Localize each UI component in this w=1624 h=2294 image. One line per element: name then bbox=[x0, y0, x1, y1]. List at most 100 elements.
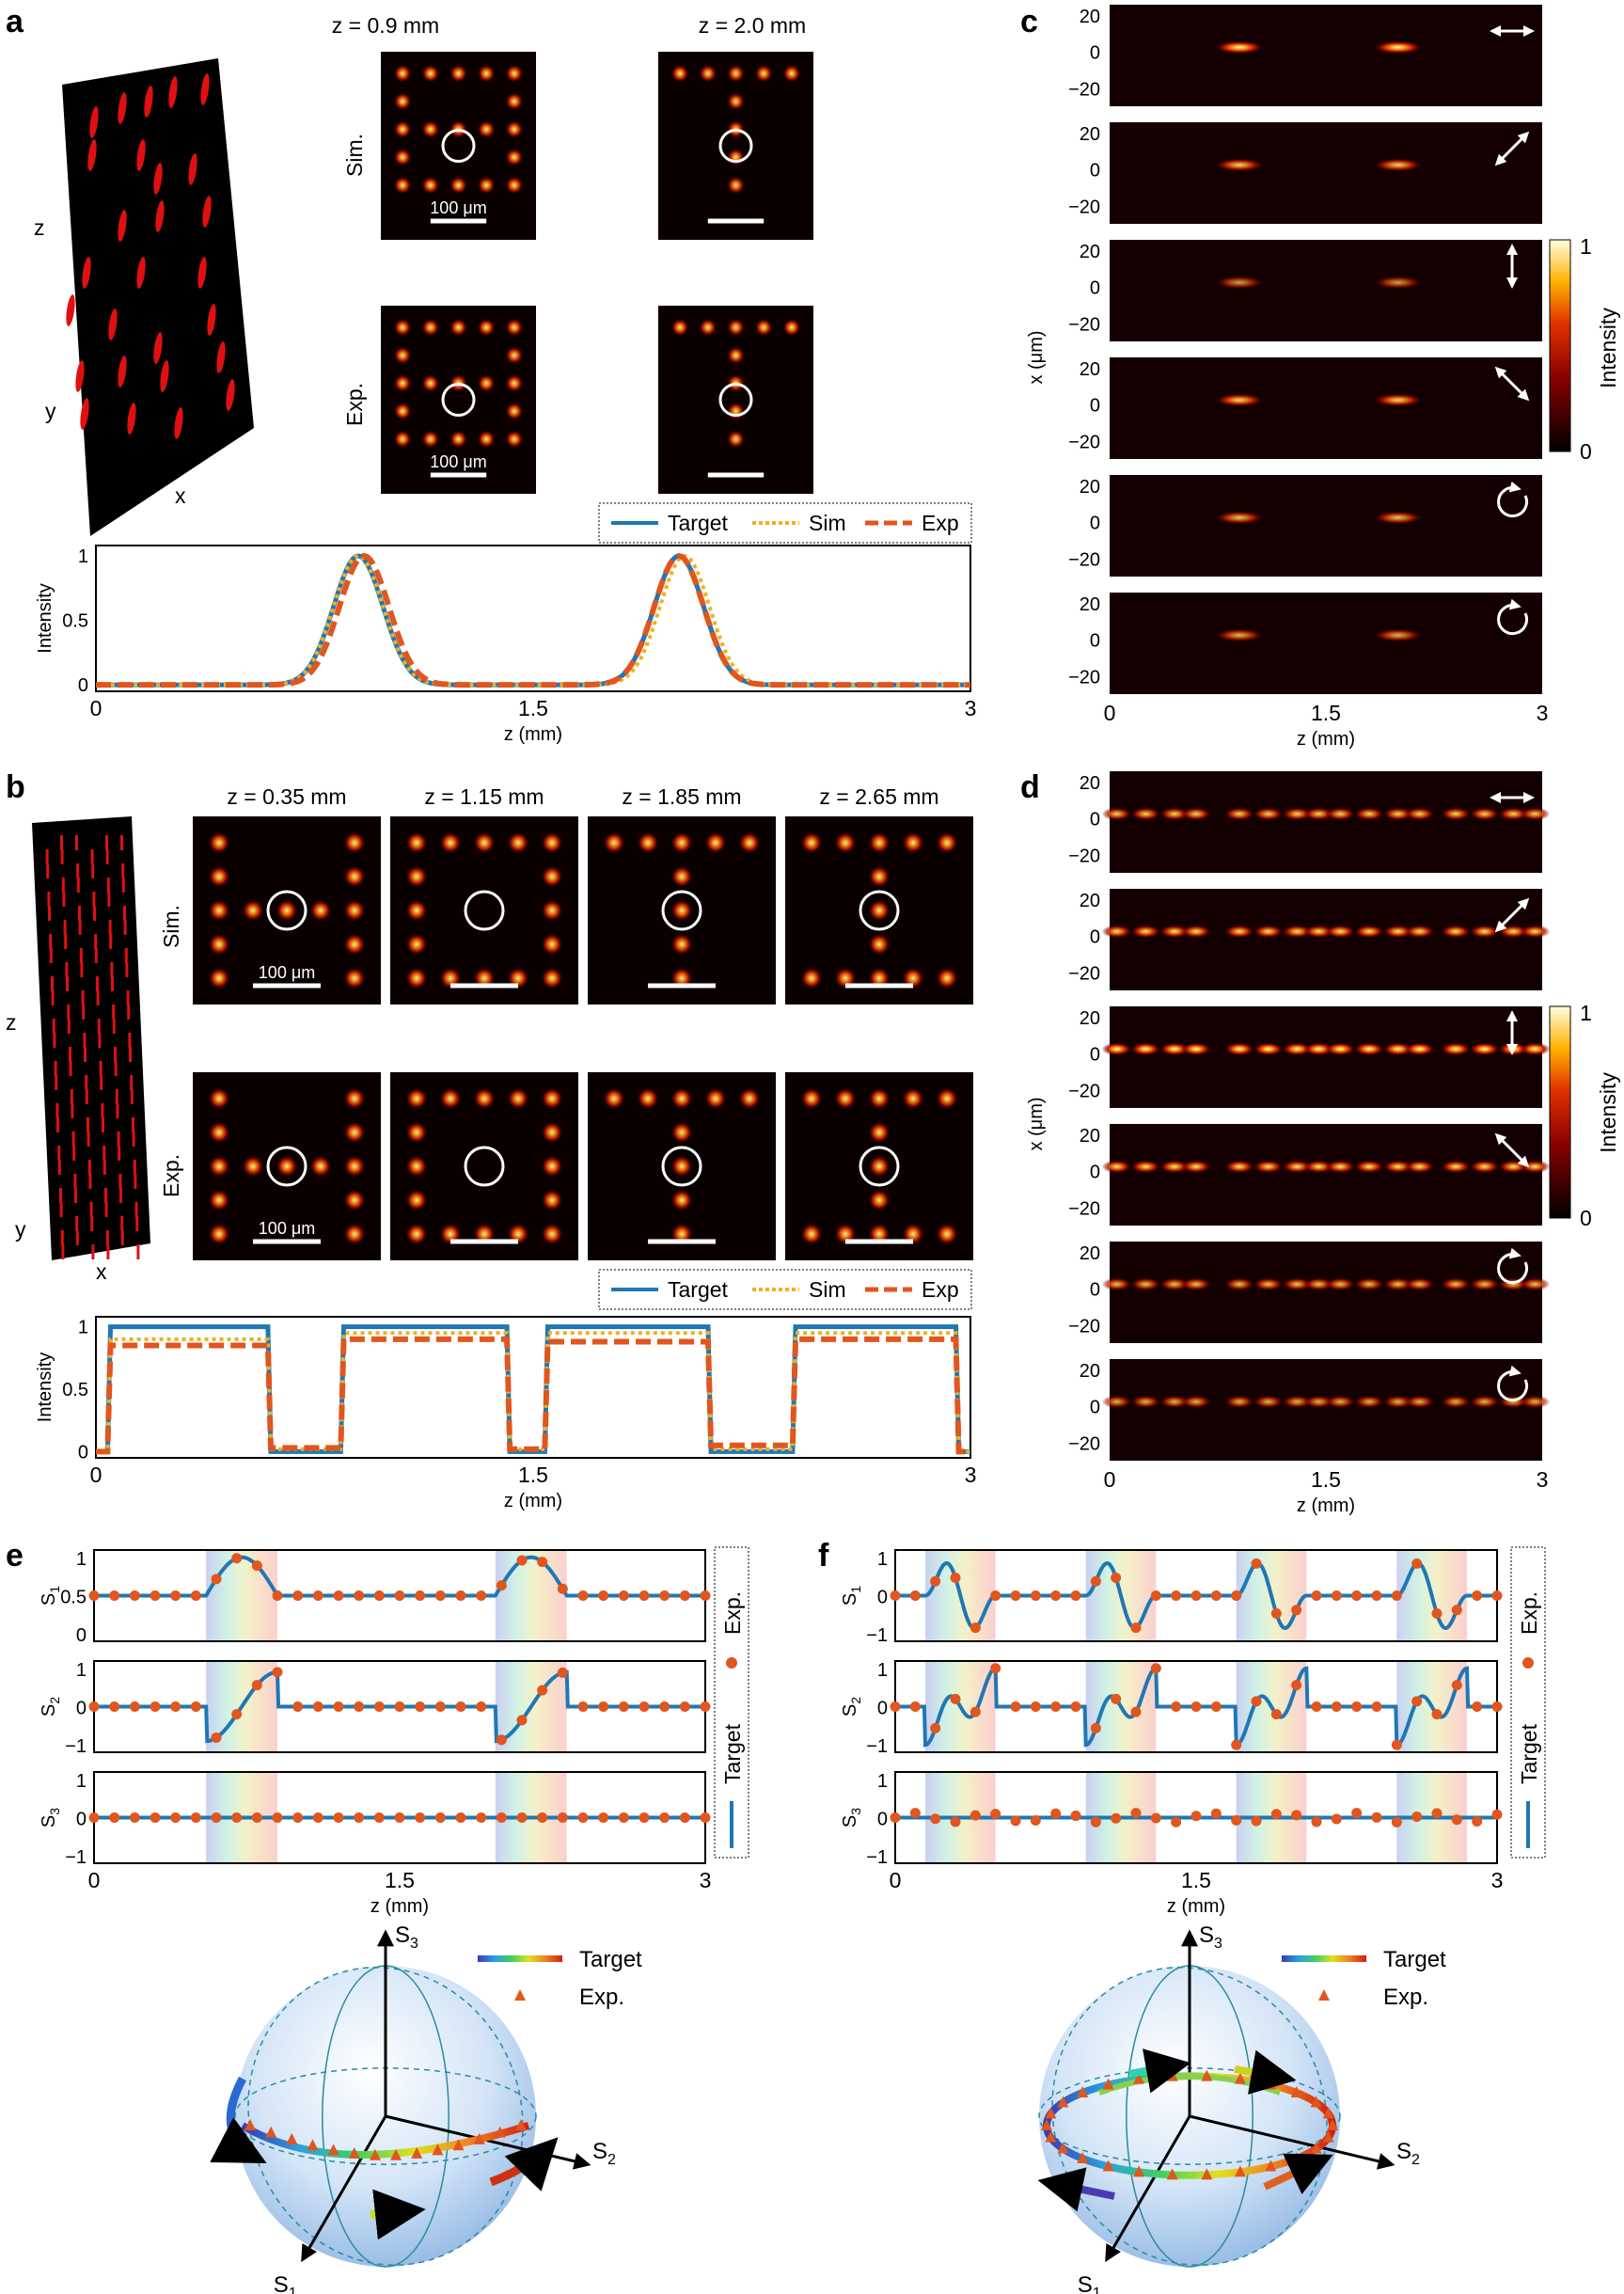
focal-spot bbox=[505, 176, 524, 195]
heatmap-spot bbox=[1181, 1395, 1211, 1409]
focal-spot bbox=[405, 831, 428, 854]
exp-point bbox=[1210, 1701, 1222, 1712]
exp-point bbox=[990, 1809, 1001, 1820]
exp-marker bbox=[1322, 2130, 1334, 2143]
volume-mark-b bbox=[70, 1089, 73, 1104]
legend-exp-marker bbox=[514, 1989, 526, 2001]
heatmap-spot bbox=[1215, 628, 1264, 642]
volume-mark-b bbox=[55, 1103, 59, 1118]
volume-mark-b bbox=[55, 1075, 58, 1090]
exp-point bbox=[516, 1555, 528, 1566]
sim-image-b-3 bbox=[588, 816, 776, 1005]
focal-spot bbox=[421, 176, 440, 195]
volume-mark-b bbox=[87, 1160, 91, 1175]
volume-mark-b bbox=[115, 1089, 118, 1104]
volume-mark-a bbox=[216, 341, 226, 373]
exp-point bbox=[970, 1622, 981, 1634]
exp-point bbox=[394, 1590, 405, 1601]
exp-point bbox=[333, 1812, 344, 1823]
focal-spot bbox=[393, 402, 412, 420]
heatmap-spot bbox=[1382, 1395, 1413, 1409]
exp-marker bbox=[265, 2126, 277, 2138]
heatmap-spot bbox=[1130, 1042, 1161, 1056]
focal-spot bbox=[405, 933, 428, 956]
volume-mark-a bbox=[200, 73, 210, 105]
exp-marker bbox=[1322, 2107, 1334, 2119]
y-tick-label: 0 bbox=[1090, 278, 1100, 299]
y-axis-label: x (μm) bbox=[1026, 1097, 1047, 1150]
exp-point bbox=[1171, 1816, 1182, 1827]
exp-point bbox=[1351, 1808, 1363, 1819]
exp-marker bbox=[1045, 2107, 1057, 2119]
exp-point bbox=[1030, 1701, 1041, 1712]
exp-marker bbox=[432, 2144, 444, 2156]
volume-mark-b bbox=[65, 962, 69, 977]
focal-spot bbox=[477, 176, 496, 195]
y-tick-label: 0 bbox=[1090, 1280, 1100, 1301]
circular-arrow-icon bbox=[1497, 598, 1529, 636]
focal-spot bbox=[449, 64, 468, 83]
volume-mark-b bbox=[74, 1188, 77, 1203]
y-tick-label: −20 bbox=[1068, 433, 1100, 453]
focal-spot bbox=[670, 933, 693, 956]
exp-point bbox=[537, 1812, 548, 1823]
volume-mark-b bbox=[134, 1202, 138, 1217]
heatmap-spot bbox=[1354, 1395, 1384, 1409]
heatmap-spot bbox=[1404, 1160, 1435, 1174]
volume-mark-b bbox=[129, 1047, 132, 1062]
exp-point bbox=[1171, 1701, 1182, 1712]
center-circle bbox=[266, 1146, 307, 1187]
exp-point bbox=[1270, 1809, 1282, 1820]
y-tick-label: 0 bbox=[1090, 396, 1100, 417]
focal-spot bbox=[505, 346, 524, 365]
heatmap-bg bbox=[1110, 240, 1542, 341]
volume-mark-b bbox=[83, 1033, 87, 1048]
x-tick-label: 1.5 bbox=[518, 1463, 548, 1487]
focal-spot bbox=[393, 64, 412, 83]
heatmap-spot bbox=[1253, 925, 1284, 939]
center-circle bbox=[718, 129, 753, 163]
volume-mark-b bbox=[107, 892, 111, 907]
heatmap-spot bbox=[1441, 925, 1471, 939]
exp-marker bbox=[1133, 2072, 1145, 2084]
focal-spot bbox=[309, 899, 332, 922]
exp-marker bbox=[1290, 2085, 1302, 2097]
exp-point bbox=[88, 1590, 100, 1601]
volume-mark-b bbox=[125, 962, 129, 977]
volume-mark-b bbox=[121, 878, 125, 893]
exp-point bbox=[1251, 1558, 1262, 1569]
legend-target-a: Target bbox=[668, 511, 729, 535]
colorbar-max-d: 1 bbox=[1580, 1001, 1592, 1025]
row-label: S1 bbox=[39, 1586, 62, 1606]
focal-spot bbox=[726, 318, 746, 337]
heatmap-spot bbox=[1159, 1042, 1190, 1056]
x-tick-label: 3 bbox=[965, 1463, 977, 1487]
heatmap-spot bbox=[1354, 1160, 1384, 1174]
volume-mark-b bbox=[88, 1174, 92, 1189]
volume-mark-b bbox=[105, 1230, 109, 1245]
volume-mark-b bbox=[81, 990, 85, 1005]
focal-spot bbox=[507, 831, 529, 854]
focal-spot bbox=[343, 899, 366, 922]
exp-point bbox=[639, 1590, 650, 1601]
heatmap-spot bbox=[1130, 925, 1161, 939]
exp-point bbox=[659, 1812, 670, 1823]
focal-spot bbox=[405, 1121, 428, 1144]
y-tick-label: 0 bbox=[1090, 1163, 1100, 1183]
exp-marker bbox=[1265, 2160, 1277, 2172]
exp-point bbox=[598, 1590, 609, 1601]
focal-spot bbox=[670, 899, 693, 922]
rotation-arrow bbox=[1037, 2167, 1115, 2212]
focal-spot bbox=[800, 967, 823, 989]
exp-point bbox=[1371, 1590, 1382, 1601]
focal-spot bbox=[449, 430, 468, 449]
focal-spot bbox=[393, 373, 412, 393]
focal-spot bbox=[670, 64, 689, 83]
heatmap-spot bbox=[1303, 1395, 1334, 1409]
poincare-sphere-e: S3 S2 S1 Target Exp. bbox=[210, 1922, 642, 2294]
series-exp bbox=[96, 1336, 970, 1455]
heatmap-spot bbox=[1101, 1160, 1132, 1174]
exp-point bbox=[415, 1590, 426, 1601]
exp-point bbox=[890, 1590, 901, 1601]
